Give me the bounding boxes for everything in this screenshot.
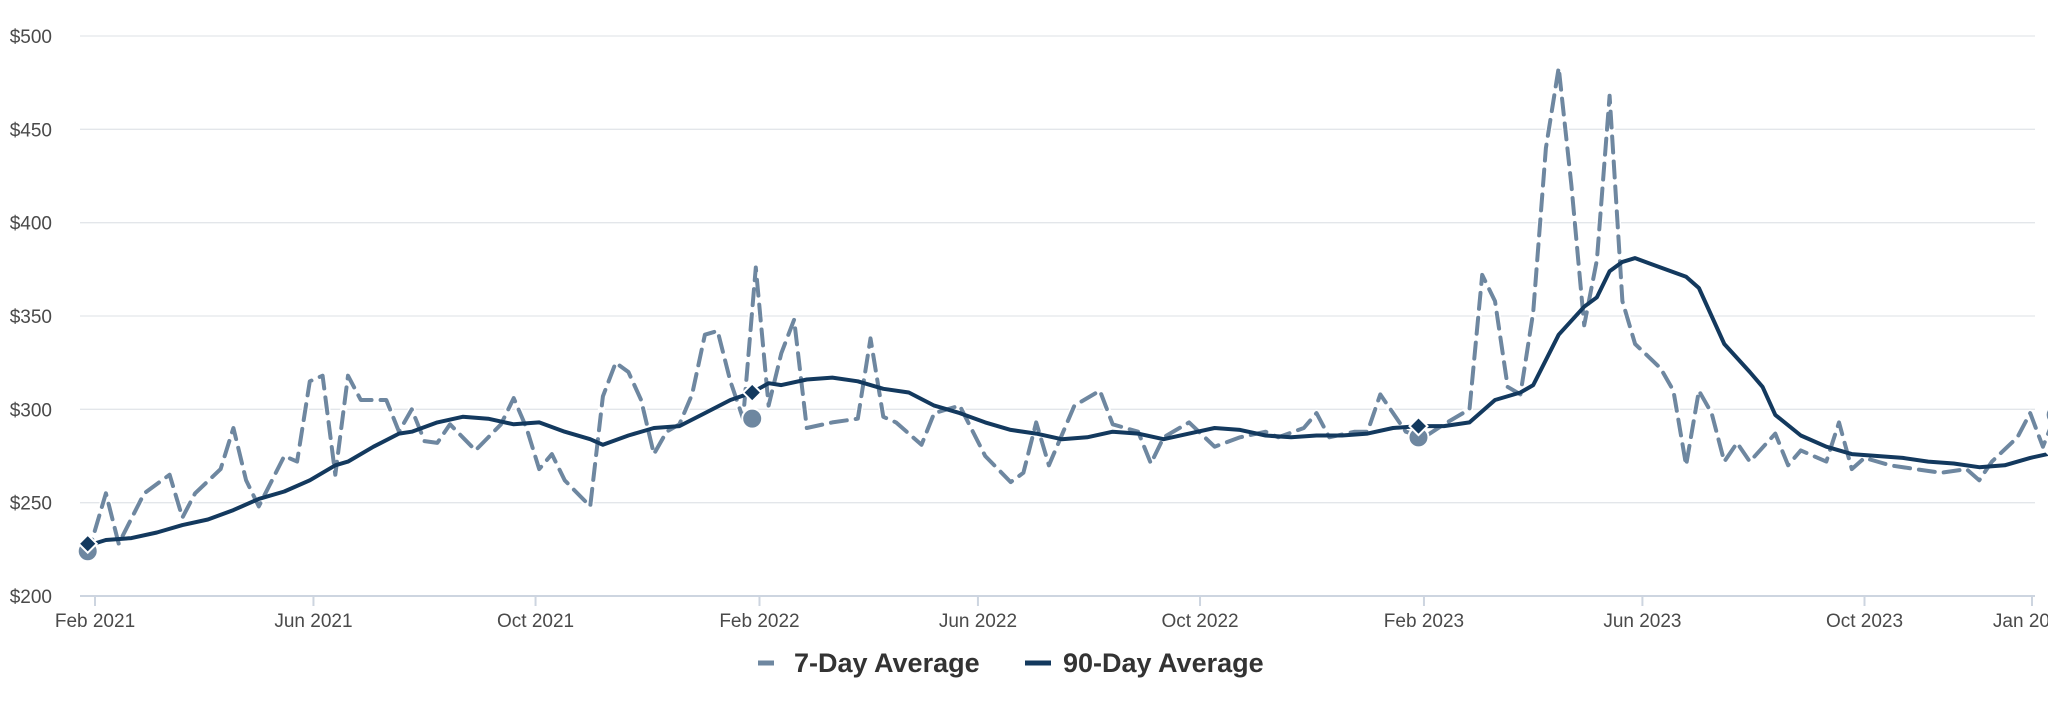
x-tick-label: Jun 2022 <box>939 611 1017 632</box>
series-7-day-average-line <box>85 65 2048 557</box>
x-tick-label: Oct 2022 <box>1161 611 1238 632</box>
legend-label: 7-Day Average <box>794 648 980 678</box>
x-tick-label: Feb 2023 <box>1384 611 1464 632</box>
gridlines <box>80 35 2035 504</box>
series-90-day-average-line <box>85 256 2048 548</box>
y-tick-label: $300 <box>10 400 52 421</box>
marker-circle[interactable] <box>741 407 764 430</box>
x-tick-label: Jun 2023 <box>1603 611 1681 632</box>
x-tick-label: Feb 2022 <box>719 611 799 632</box>
legend[interactable]: 7-Day Average 90-Day Average <box>758 648 1264 678</box>
y-tick-label: $450 <box>10 120 52 141</box>
y-tick-label: $500 <box>10 27 52 48</box>
x-tick-label: Feb 2021 <box>55 611 135 632</box>
marker-diamond[interactable] <box>741 382 763 403</box>
marker-diamond[interactable] <box>77 533 99 555</box>
series-markers <box>76 382 2048 563</box>
y-tick-label: $250 <box>10 494 52 515</box>
y-tick-label: $200 <box>10 587 52 608</box>
series-halo <box>84 64 2048 559</box>
legend-item-90-day-average[interactable]: 90-Day Average <box>1025 648 1264 678</box>
marker-circle[interactable] <box>2044 405 2048 425</box>
y-tick-label: $350 <box>10 307 52 328</box>
x-tick-label: Oct 2021 <box>497 611 574 632</box>
series-lines <box>84 64 2048 559</box>
legend-item-7-day-average[interactable]: 7-Day Average <box>758 648 980 678</box>
x-tick-label: Jun 2021 <box>274 611 352 632</box>
x-tick-label: Jan 2024 <box>1993 611 2048 632</box>
x-tick-label: Oct 2023 <box>1826 611 1903 632</box>
y-tick-label: $400 <box>10 214 52 235</box>
axes: $200 $250 $300 $350 $400 $450 $500 Feb 2021 Jun … <box>10 27 2048 632</box>
marker-diamond[interactable] <box>1408 415 1429 437</box>
legend-label: 90-Day Average <box>1063 648 1264 678</box>
